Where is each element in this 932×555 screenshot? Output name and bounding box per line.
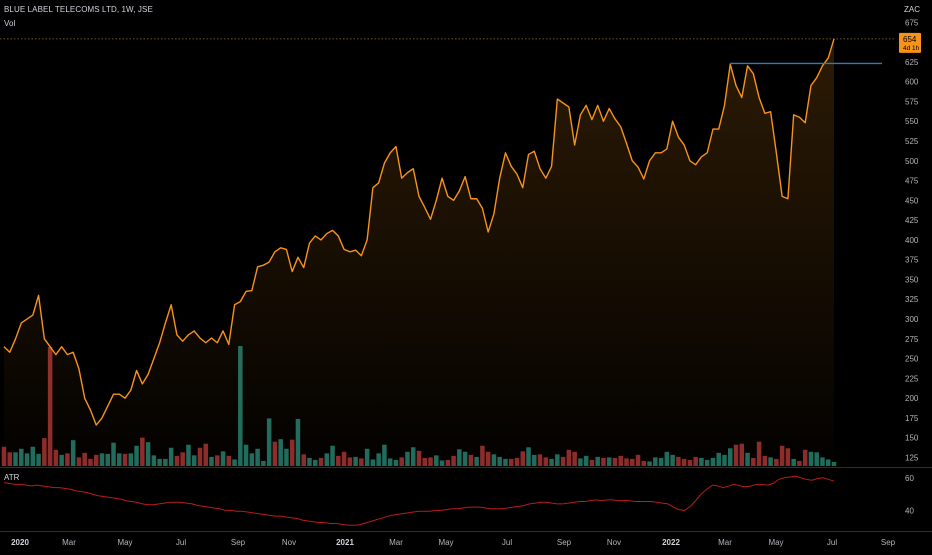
time-tick-label: May bbox=[438, 538, 453, 547]
atr-tick-label: 60 bbox=[905, 474, 914, 483]
price-tick-label: 150 bbox=[905, 434, 919, 443]
time-tick-label: Mar bbox=[62, 538, 76, 547]
time-tick-label: 2020 bbox=[11, 538, 29, 547]
price-tick-label: 525 bbox=[905, 137, 919, 146]
price-tick-label: 175 bbox=[905, 414, 919, 423]
time-tick-label: Jul bbox=[827, 538, 837, 547]
price-line bbox=[3, 38, 835, 426]
atr-tick-label: 40 bbox=[905, 506, 914, 515]
price-tick-label: 675 bbox=[905, 18, 919, 27]
last-price-value: 654 bbox=[903, 35, 917, 44]
time-tick-label: Jul bbox=[502, 538, 512, 547]
currency-label: ZAC bbox=[904, 5, 920, 14]
price-tick-label: 625 bbox=[905, 58, 919, 67]
price-tick-label: 225 bbox=[905, 374, 919, 383]
time-tick-label: 2022 bbox=[662, 538, 680, 547]
price-tick-label: 325 bbox=[905, 295, 919, 304]
price-tick-label: 600 bbox=[905, 78, 919, 87]
last-price-countdown: 4d 1h bbox=[903, 45, 920, 52]
price-tick-label: 500 bbox=[905, 157, 919, 166]
time-tick-label: Nov bbox=[282, 538, 296, 547]
time-tick-label: Sep bbox=[231, 538, 246, 547]
price-tick-label: 300 bbox=[905, 315, 919, 324]
price-tick-label: 550 bbox=[905, 117, 919, 126]
time-tick-label: Sep bbox=[557, 538, 572, 547]
price-tick-label: 475 bbox=[905, 177, 919, 186]
time-tick-label: Sep bbox=[881, 538, 896, 547]
chart-symbol-title: BLUE LABEL TELECOMS LTD, 1W, JSE bbox=[4, 5, 153, 14]
last-price-badge bbox=[899, 32, 921, 53]
time-tick-label: May bbox=[768, 538, 783, 547]
atr-line bbox=[3, 475, 835, 526]
price-tick-label: 425 bbox=[905, 216, 919, 225]
time-tick-label: Mar bbox=[718, 538, 732, 547]
time-tick-label: 2021 bbox=[336, 538, 354, 547]
price-tick-label: 275 bbox=[905, 335, 919, 344]
price-tick-label: 200 bbox=[905, 394, 919, 403]
atr-legend-label: ATR bbox=[4, 473, 20, 482]
price-tick-label: 400 bbox=[905, 236, 919, 245]
price-tick-label: 250 bbox=[905, 355, 919, 364]
time-tick-label: Mar bbox=[389, 538, 403, 547]
time-tick-label: May bbox=[117, 538, 132, 547]
time-tick-label: Nov bbox=[607, 538, 621, 547]
price-tick-label: 575 bbox=[905, 97, 919, 106]
price-tick-label: 375 bbox=[905, 256, 919, 265]
price-tick-label: 350 bbox=[905, 275, 919, 284]
price-tick-label: 450 bbox=[905, 196, 919, 205]
price-tick-label: 125 bbox=[905, 454, 919, 463]
price-area-fill bbox=[4, 38, 834, 468]
time-tick-label: Jul bbox=[176, 538, 186, 547]
volume-legend-label: Vol bbox=[4, 19, 16, 28]
